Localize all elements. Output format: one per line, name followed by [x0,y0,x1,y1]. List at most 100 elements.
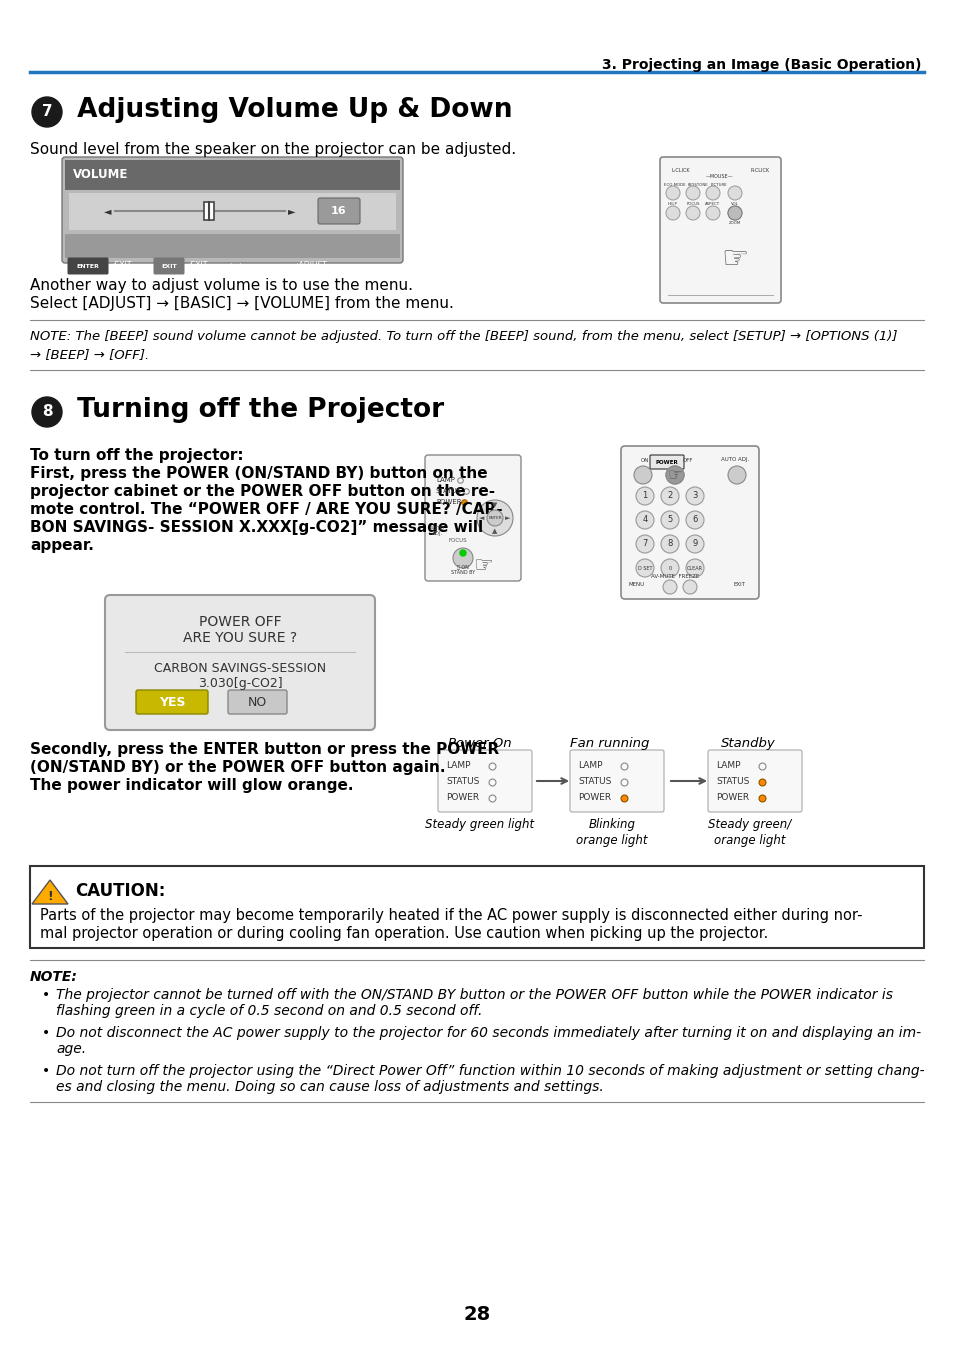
Text: flashing green in a cycle of 0.5 second on and 0.5 second off.: flashing green in a cycle of 0.5 second … [56,1004,482,1018]
Text: L-CLICK: L-CLICK [671,167,690,173]
Text: ◄: ◄ [478,515,484,520]
Circle shape [634,466,651,484]
Circle shape [682,580,697,594]
Text: 8: 8 [666,539,672,549]
Text: Select [ADJUST] → [BASIC] → [VOLUME] from the menu.: Select [ADJUST] → [BASIC] → [VOLUME] fro… [30,297,454,311]
Text: 16: 16 [331,206,347,216]
Circle shape [665,466,683,484]
Circle shape [665,466,683,484]
Text: KEYSTONE: KEYSTONE [687,183,708,187]
Circle shape [727,206,741,220]
Text: POWER: POWER [655,460,678,465]
Text: EXIT: EXIT [161,263,176,268]
Text: ARE YOU SURE ?: ARE YOU SURE ? [183,631,296,644]
Text: → [BEEP] → [OFF].: → [BEEP] → [OFF]. [30,348,149,361]
Text: ON: ON [640,457,648,462]
Text: AUTO
ADJ.: AUTO ADJ. [430,526,445,537]
FancyBboxPatch shape [65,160,399,190]
Text: 9: 9 [692,539,697,549]
Text: POWER: POWER [436,499,461,506]
Circle shape [727,206,741,220]
Text: ☞: ☞ [473,555,493,576]
Circle shape [727,466,745,484]
Text: 2: 2 [667,492,672,500]
FancyBboxPatch shape [62,156,402,263]
Text: —MOUSE—: —MOUSE— [705,174,733,179]
Text: Turning off the Projector: Turning off the Projector [68,398,444,423]
Text: Fan running: Fan running [570,737,649,749]
Circle shape [32,97,62,127]
FancyBboxPatch shape [228,690,287,714]
Text: :EXIT: :EXIT [112,262,132,271]
Circle shape [660,487,679,506]
Circle shape [685,206,700,220]
Circle shape [685,559,703,577]
Circle shape [665,186,679,200]
Text: 7: 7 [42,105,52,120]
Text: Adjusting Volume Up & Down: Adjusting Volume Up & Down [68,97,512,123]
Text: 3.030[g-CO2]: 3.030[g-CO2] [197,678,282,690]
Text: LAMP: LAMP [716,762,740,771]
Text: Parts of the projector may become temporarily heated if the AC power supply is d: Parts of the projector may become tempor… [40,909,862,923]
Text: mal projector operation or during cooling fan operation. Use caution when pickin: mal projector operation or during coolin… [40,926,767,941]
Text: Do not disconnect the AC power supply to the projector for 60 seconds immediatel: Do not disconnect the AC power supply to… [56,1026,921,1041]
Text: Do not turn off the projector using the “Direct Power Off” function within 10 se: Do not turn off the projector using the … [56,1064,923,1078]
Circle shape [486,510,502,526]
Circle shape [705,206,720,220]
Text: ENTER: ENTER [488,516,501,520]
Circle shape [453,549,473,568]
Text: 8: 8 [42,404,52,419]
Text: NOTE: The [BEEP] sound volume cannot be adjusted. To turn off the [BEEP] sound, : NOTE: The [BEEP] sound volume cannot be … [30,330,897,342]
Circle shape [665,206,679,220]
FancyBboxPatch shape [649,456,683,469]
Circle shape [476,500,513,537]
Text: age.: age. [56,1042,86,1055]
Text: Steady green light: Steady green light [425,818,534,830]
Text: POWER: POWER [446,794,478,802]
Text: LAMP: LAMP [436,477,455,483]
Text: Power On: Power On [448,737,511,749]
Text: FOCUS: FOCUS [685,202,699,206]
Text: ▲: ▲ [492,528,497,534]
Text: projector cabinet or the POWER OFF button on the re-: projector cabinet or the POWER OFF butto… [30,484,495,499]
Circle shape [660,511,679,528]
Text: ZOOM: ZOOM [728,221,740,225]
Text: ASPECT: ASPECT [704,202,720,206]
Circle shape [685,487,703,506]
FancyBboxPatch shape [424,456,520,581]
Circle shape [685,511,703,528]
Text: ►: ► [288,206,295,216]
Text: AUTO ADJ.: AUTO ADJ. [720,457,748,462]
Bar [65,235,399,257]
Text: ◄: ◄ [104,206,112,216]
FancyBboxPatch shape [620,446,759,599]
Text: BON SAVINGS- SESSION X.XXX[g-CO2]” message will: BON SAVINGS- SESSION X.XXX[g-CO2]” messa… [30,520,482,535]
Text: Blinking
orange light: Blinking orange light [576,818,647,847]
Text: The projector cannot be turned off with the ON/STAND BY button or the POWER OFF : The projector cannot be turned off with … [56,988,892,1002]
Text: STATUS: STATUS [578,778,611,786]
Text: Secondly, press the ENTER button or press the POWER: Secondly, press the ENTER button or pres… [30,741,498,758]
Text: 3: 3 [692,492,697,500]
Text: 0: 0 [668,566,671,570]
Bar [69,193,395,231]
Text: LAMP: LAMP [446,762,470,771]
Text: Another way to adjust volume is to use the menu.: Another way to adjust volume is to use t… [30,278,413,293]
Text: To turn off the projector:: To turn off the projector: [30,448,243,462]
Text: ☞: ☞ [667,466,681,484]
FancyBboxPatch shape [437,749,532,811]
Text: HELP: HELP [667,202,678,206]
Text: ▼: ▼ [492,501,497,508]
Text: POWER: POWER [716,794,748,802]
Circle shape [705,186,720,200]
Text: POWER: POWER [578,794,611,802]
Text: 3. Projecting an Image (Basic Operation): 3. Projecting an Image (Basic Operation) [602,58,921,71]
Text: STATUS: STATUS [446,778,478,786]
Text: appear.: appear. [30,538,93,553]
Text: ⏻ ON
STAND BY: ⏻ ON STAND BY [451,565,475,576]
Text: 28: 28 [463,1305,490,1325]
Text: AV-MUTE  FREEZE: AV-MUTE FREEZE [650,573,699,578]
Text: ECO MODE: ECO MODE [663,183,685,187]
Circle shape [636,559,654,577]
Text: 4: 4 [641,515,647,524]
FancyBboxPatch shape [707,749,801,811]
